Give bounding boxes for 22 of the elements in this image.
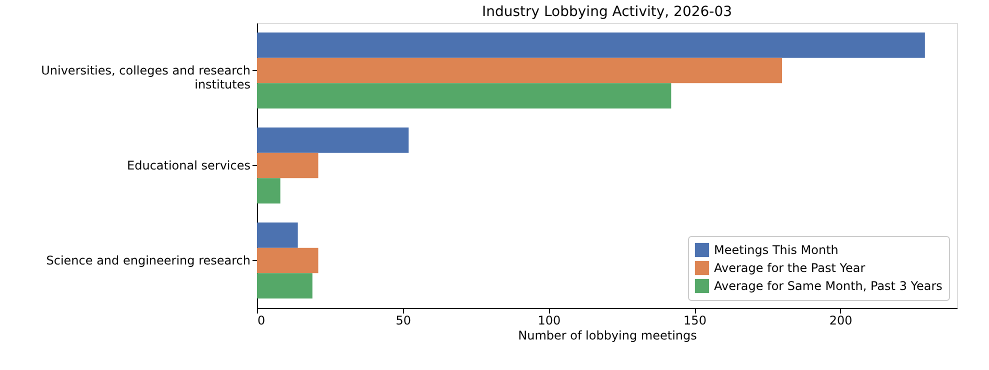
bar: [257, 83, 672, 108]
x-axis-title: Number of lobbying meetings: [518, 328, 697, 342]
chart-title: Industry Lobbying Activity, 2026-03: [482, 4, 732, 20]
x-tick-label: 100: [538, 314, 561, 328]
bar: [257, 273, 312, 298]
x-tick-label: 50: [396, 314, 411, 328]
bar: [257, 178, 280, 204]
bar: [257, 152, 318, 178]
y-tick-label: Science and engineering research: [46, 254, 250, 268]
x-tick-label: 150: [684, 314, 706, 328]
x-tick-label: 200: [829, 314, 852, 328]
legend-label: Average for the Past Year: [714, 261, 866, 275]
legend-label: Average for Same Month, Past 3 Years: [714, 279, 942, 293]
y-tick-label: Educational services: [127, 158, 250, 172]
legend-label: Meetings This Month: [714, 243, 838, 257]
y-tick-label: Universities, colleges and research institutes: [41, 64, 250, 92]
bar: [257, 58, 782, 84]
x-tick-label: 0: [258, 314, 266, 328]
bar: [257, 248, 318, 274]
bar: [257, 32, 925, 58]
bar: [257, 128, 409, 153]
bar: [257, 222, 298, 248]
